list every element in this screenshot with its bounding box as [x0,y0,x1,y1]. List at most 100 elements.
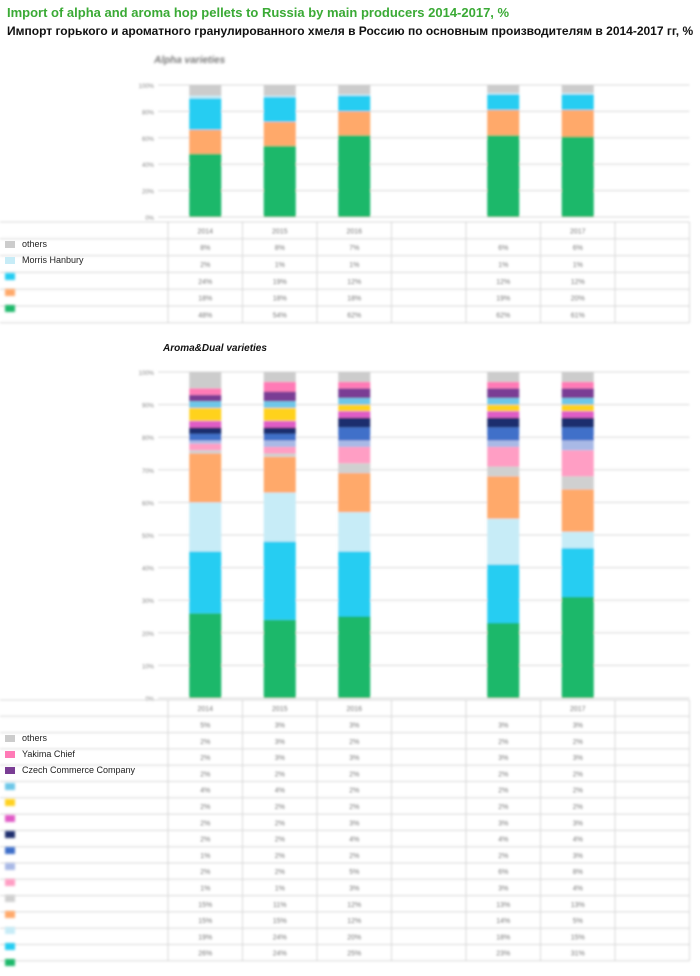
bar-segment [189,401,222,408]
bar-segment [487,440,520,447]
ytick-label: 50% [142,534,155,540]
bar-segment [263,391,296,402]
bar-segment [263,492,296,542]
legend-swatch [5,767,15,774]
bar-segment [189,85,222,96]
legend-swatch [5,241,15,248]
bar-segment [561,489,594,532]
legend-swatch [5,959,15,966]
legend-label: Czech Commerce Company [22,765,136,775]
ytick-label: 10% [142,664,155,670]
data-label: 12% [347,902,361,909]
data-label: 2% [200,804,210,811]
data-label: 4% [349,837,359,844]
legend-swatch [5,815,15,822]
data-label: 62% [496,312,510,319]
data-label: 24% [273,951,287,958]
data-label: 3% [573,755,583,762]
bar-segment [561,94,594,111]
bar-segment [338,388,371,399]
data-label: 2% [200,755,210,762]
legend-swatch [5,911,15,918]
data-label: 61% [571,312,585,319]
data-label: 2% [200,262,210,269]
bar-segment [561,110,594,137]
data-label: 3% [275,739,285,746]
bar-segment [338,616,371,698]
data-label: 2% [200,739,210,746]
data-label: 2% [498,853,508,860]
data-label: 18% [198,296,212,303]
category-label: 2017 [570,228,586,235]
data-label: 48% [198,312,212,319]
data-label: 15% [198,918,212,925]
data-label: 13% [571,902,585,909]
data-label: 18% [496,934,510,941]
bar-segment [561,476,594,490]
data-label: 4% [573,885,583,892]
alpha-chart: 0% 20% 40% 60% 80% 100% 2014 2015 2016 2017 8% 8% 7%… [0,84,690,324]
data-label: 62% [347,312,361,319]
bar-segment [189,502,222,552]
data-label: 7% [349,245,359,252]
ytick-label: 90% [142,404,155,410]
data-label: 18% [347,296,361,303]
category-label: 2014 [197,228,213,235]
data-label: 1% [275,885,285,892]
bar-segment [189,372,222,389]
data-label: 2% [498,788,508,795]
legend-swatch [5,895,15,902]
bar-segment [263,433,296,441]
ytick-label: 70% [142,469,155,475]
data-label: 6% [573,245,583,252]
bar-segment [487,623,520,698]
bar-segment [487,110,520,136]
bar-segment [189,129,222,154]
bar-segment [561,450,594,477]
bar-segment [189,153,222,217]
bar-segment [561,92,594,95]
legend-label: Yakima Chief [22,749,75,759]
data-label: 3% [275,755,285,762]
bar-segment [338,404,371,412]
ytick-label: 60% [142,501,155,507]
bar-segment [338,512,371,552]
data-label: 2% [200,869,210,876]
legend-swatch [5,289,15,296]
data-label: 11% [273,902,287,909]
bar-segment [189,450,222,454]
legend-swatch [5,783,15,790]
category-label: 2016 [346,706,362,713]
bar-segment [263,121,296,146]
category-label: 2016 [346,228,362,235]
legend-swatch [5,943,15,950]
bar-segment [338,411,371,418]
data-label: 6% [498,869,508,876]
data-label: 2% [349,788,359,795]
data-label: 3% [349,722,359,729]
bar-segment [189,551,222,614]
data-label: 13% [496,902,510,909]
bar-segment [561,85,594,93]
data-label: 1% [349,262,359,269]
data-label: 2% [275,771,285,778]
bar-segment [338,94,371,96]
bar-segment [338,381,371,389]
data-label: 15% [273,918,287,925]
data-label: 3% [349,885,359,892]
bar-segment [338,398,371,405]
data-label: 15% [198,902,212,909]
bar-segment [561,440,594,451]
data-label: 20% [571,296,585,303]
data-label: 19% [273,279,287,286]
bar-segment [338,473,371,513]
data-label: 2% [200,837,210,844]
data-label: 2% [275,837,285,844]
data-label: 12% [496,279,510,286]
data-label: 2% [498,771,508,778]
data-label: 1% [200,885,210,892]
bar-segment [263,85,296,96]
bar-segment [487,92,520,95]
bar-segment [189,98,222,130]
title-english: Import of alpha and aroma hop pellets to… [7,5,510,20]
